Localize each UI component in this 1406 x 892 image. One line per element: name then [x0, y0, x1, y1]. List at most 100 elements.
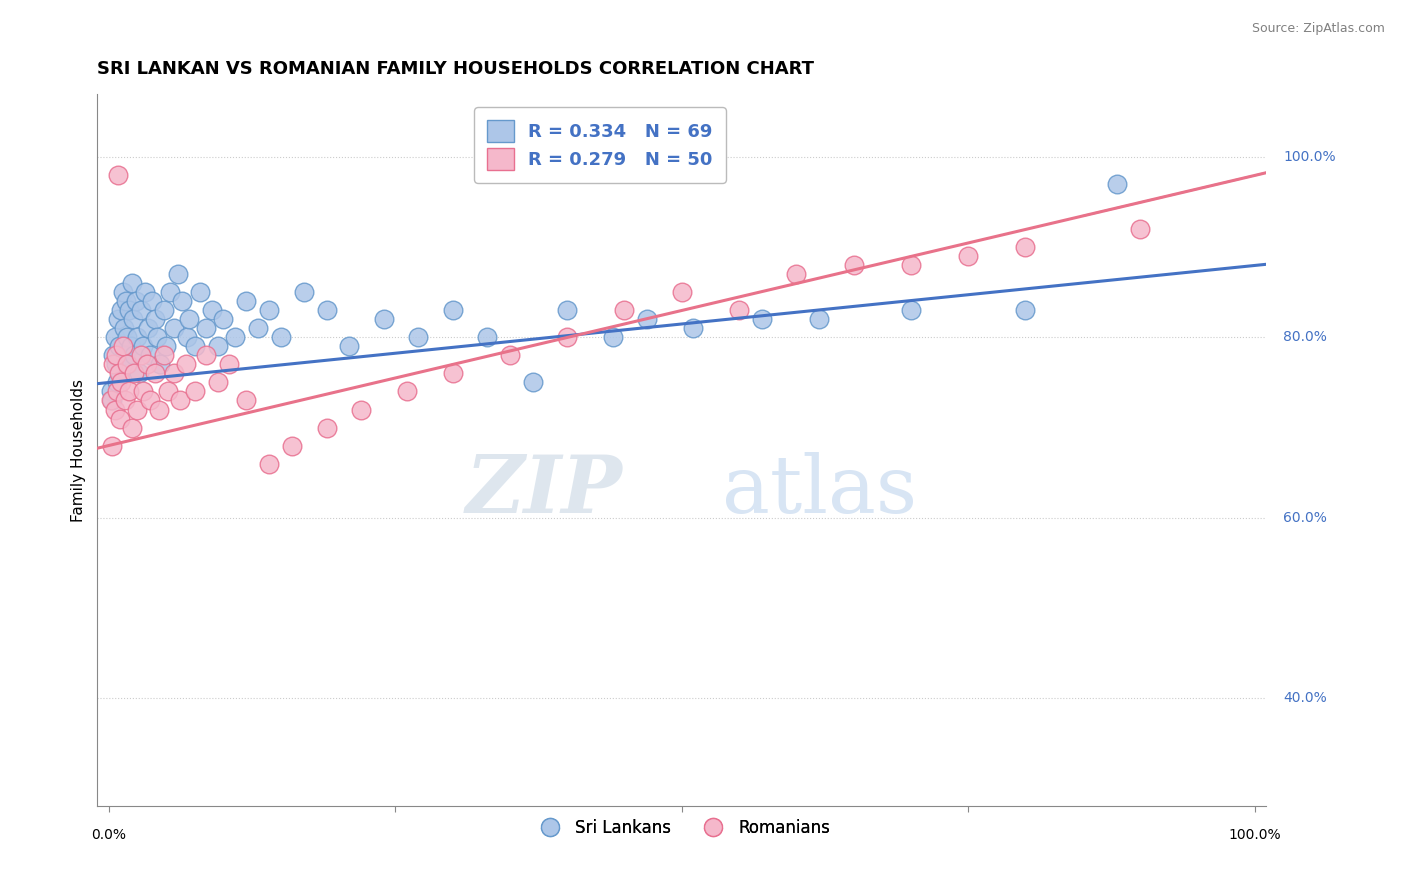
- Point: [785, 268, 807, 282]
- Y-axis label: Family Households: Family Households: [72, 378, 86, 522]
- Point: [139, 349, 162, 363]
- Point: [121, 277, 143, 291]
- Point: [103, 358, 125, 372]
- Point: [270, 330, 292, 344]
- Point: [107, 169, 129, 183]
- Point: [112, 321, 135, 335]
- Point: [121, 420, 143, 434]
- Point: [900, 259, 922, 273]
- Point: [100, 393, 122, 408]
- Point: [257, 303, 280, 318]
- Text: 60.0%: 60.0%: [1284, 510, 1327, 524]
- Point: [292, 285, 315, 300]
- Point: [105, 384, 128, 399]
- Point: [129, 303, 152, 318]
- Point: [149, 358, 172, 372]
- Text: Source: ZipAtlas.com: Source: ZipAtlas.com: [1251, 22, 1385, 36]
- Point: [118, 384, 141, 399]
- Point: [682, 321, 704, 335]
- Point: [174, 358, 197, 372]
- Point: [613, 303, 636, 318]
- Point: [499, 349, 522, 363]
- Point: [110, 376, 132, 390]
- Point: [728, 303, 751, 318]
- Text: SRI LANKAN VS ROMANIAN FAMILY HOUSEHOLDS CORRELATION CHART: SRI LANKAN VS ROMANIAN FAMILY HOUSEHOLDS…: [97, 60, 814, 78]
- Point: [441, 367, 464, 381]
- Point: [177, 312, 200, 326]
- Point: [235, 393, 257, 408]
- Point: [166, 268, 188, 282]
- Point: [118, 303, 141, 318]
- Point: [212, 312, 235, 326]
- Point: [115, 358, 138, 372]
- Point: [127, 402, 149, 417]
- Point: [636, 312, 658, 326]
- Point: [155, 339, 177, 353]
- Point: [246, 321, 269, 335]
- Point: [125, 294, 148, 309]
- Point: [153, 349, 176, 363]
- Point: [111, 339, 134, 353]
- Point: [110, 411, 132, 425]
- Point: [315, 303, 337, 318]
- Point: [339, 339, 361, 353]
- Point: [128, 367, 150, 381]
- Point: [808, 312, 831, 326]
- Point: [134, 285, 156, 300]
- Point: [218, 358, 240, 372]
- Point: [157, 384, 180, 399]
- Point: [201, 303, 224, 318]
- Point: [103, 349, 125, 363]
- Point: [104, 358, 127, 372]
- Point: [406, 330, 429, 344]
- Point: [169, 393, 191, 408]
- Point: [139, 393, 162, 408]
- Point: [101, 438, 124, 452]
- Point: [103, 330, 125, 344]
- Point: [159, 285, 181, 300]
- Point: [163, 367, 186, 381]
- Point: [555, 303, 578, 318]
- Point: [207, 339, 229, 353]
- Point: [107, 312, 129, 326]
- Text: 100.0%: 100.0%: [1284, 151, 1336, 164]
- Point: [1014, 240, 1036, 254]
- Point: [350, 402, 373, 417]
- Point: [842, 259, 865, 273]
- Point: [127, 330, 149, 344]
- Point: [115, 294, 138, 309]
- Point: [555, 330, 578, 344]
- Point: [108, 339, 131, 353]
- Point: [281, 438, 304, 452]
- Point: [184, 384, 207, 399]
- Point: [108, 367, 131, 381]
- Point: [395, 384, 418, 399]
- Point: [235, 294, 257, 309]
- Point: [373, 312, 395, 326]
- Point: [103, 402, 125, 417]
- Point: [122, 367, 145, 381]
- Point: [141, 294, 163, 309]
- Point: [114, 349, 136, 363]
- Point: [172, 294, 194, 309]
- Point: [110, 303, 132, 318]
- Point: [135, 358, 157, 372]
- Point: [104, 349, 127, 363]
- Text: ZIP: ZIP: [465, 451, 623, 529]
- Point: [122, 312, 145, 326]
- Point: [671, 285, 693, 300]
- Point: [190, 285, 212, 300]
- Point: [136, 321, 159, 335]
- Point: [115, 330, 138, 344]
- Point: [163, 321, 186, 335]
- Point: [114, 393, 136, 408]
- Point: [441, 303, 464, 318]
- Point: [148, 402, 170, 417]
- Point: [105, 376, 128, 390]
- Point: [900, 303, 922, 318]
- Point: [120, 339, 142, 353]
- Point: [195, 349, 218, 363]
- Point: [957, 250, 980, 264]
- Point: [100, 384, 122, 399]
- Text: 0.0%: 0.0%: [91, 828, 127, 842]
